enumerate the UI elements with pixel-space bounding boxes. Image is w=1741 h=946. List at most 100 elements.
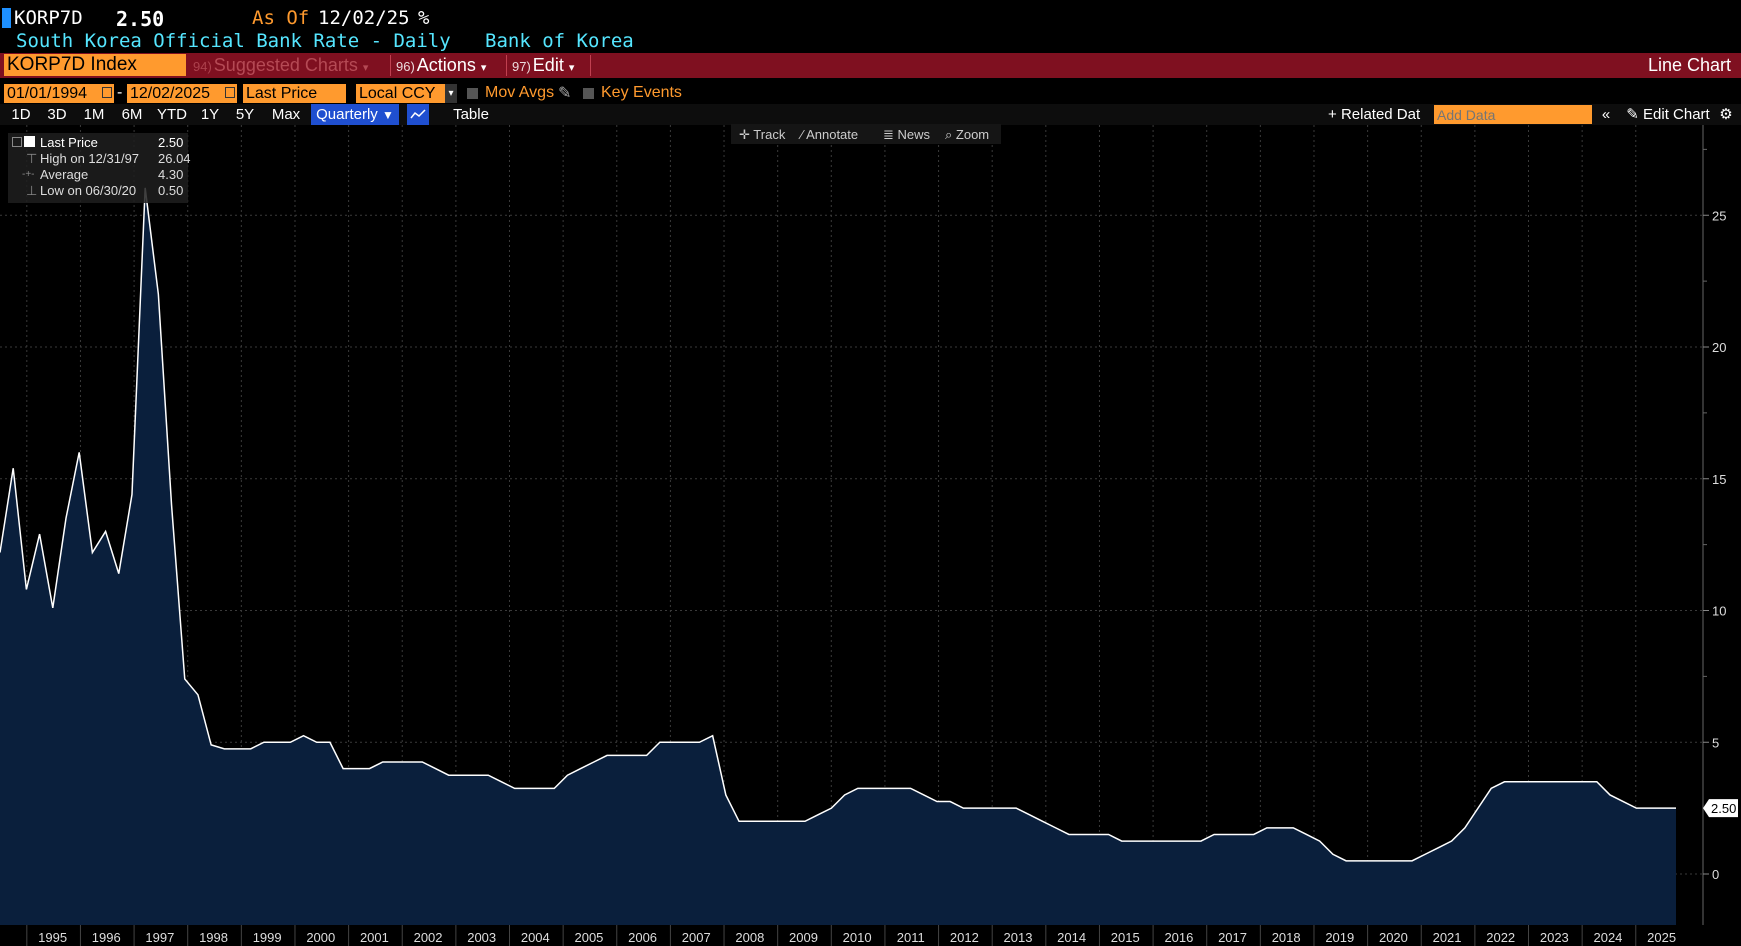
security-description: South Korea Official Bank Rate - Daily xyxy=(16,30,451,52)
news-icon: ≣ xyxy=(883,127,894,142)
actions-button[interactable]: 96) Actions ▾ xyxy=(396,55,487,75)
unit-label: % xyxy=(418,7,430,29)
x-axis: 1995 1996 1997 1998 1999 2000 2001 2002 2003 2004… xyxy=(0,925,1741,946)
divider xyxy=(590,55,591,76)
collapse-icon[interactable]: « xyxy=(1601,106,1611,123)
security-description-row: South Korea Official Bank Rate - Daily B… xyxy=(16,30,634,52)
high-marker-icon: ⊤ xyxy=(26,151,38,166)
x-tick-label: 2009 xyxy=(789,930,818,945)
edit-button[interactable]: 97) Edit ▾ xyxy=(512,55,575,75)
mov-avgs-label[interactable]: Mov Avgs xyxy=(485,84,555,101)
zoom-button[interactable]: ⌕ Zoom xyxy=(945,127,990,142)
action-bar: KORP7D Index 94) Suggested Charts ▾ 96) Ac… xyxy=(0,53,1741,78)
y-tick-label: 25 xyxy=(1712,208,1726,223)
chevron-down-icon: ▾ xyxy=(362,62,369,74)
security-marker xyxy=(2,8,11,28)
range-1y[interactable]: 1Y xyxy=(200,106,220,123)
x-tick-label: 2016 xyxy=(1164,930,1193,945)
x-tick-label: 2003 xyxy=(467,930,496,945)
range-3d[interactable]: 3D xyxy=(47,106,67,123)
calendar-icon[interactable] xyxy=(102,87,112,98)
chart-legend: Last Price 2.50 ⊤ High on 12/31/97 26.04 -+… xyxy=(8,133,191,203)
pencil-icon[interactable]: ✎ xyxy=(558,85,572,102)
y-tick-label: 0 xyxy=(1712,867,1719,882)
currency-selector[interactable]: Local CCY ▾ xyxy=(356,84,457,103)
x-tick-label: 2006 xyxy=(628,930,657,945)
range-5y[interactable]: 5Y xyxy=(235,106,255,123)
x-tick-label: 2005 xyxy=(574,930,603,945)
date-range-dash: - xyxy=(117,84,123,101)
gear-icon[interactable]: ⚙ xyxy=(1719,106,1733,123)
as-of-date: 12/02/25 xyxy=(318,7,410,29)
line-chart-icon[interactable] xyxy=(407,104,429,125)
range-6m[interactable]: 6M xyxy=(121,106,143,123)
series-swatch[interactable] xyxy=(24,136,35,147)
ticker[interactable]: KORP7D xyxy=(14,7,83,29)
pen-icon: ⁄ xyxy=(801,127,804,142)
suggested-charts-button[interactable]: 94) Suggested Charts ▾ xyxy=(193,55,369,75)
range-toolbar: 1D 3D 1M 6M YTD 1Y 5Y Max Quarterly ▼ Ta… xyxy=(0,104,1741,125)
low-marker-icon: ⊥ xyxy=(26,183,38,198)
x-tick-label: 2014 xyxy=(1057,930,1086,945)
divider xyxy=(506,55,507,76)
pencil-icon: ✎ xyxy=(1626,106,1639,123)
key-events-label[interactable]: Key Events xyxy=(601,84,682,101)
chart-tools: ✛ Track ⁄ Annotate ≣ News ⌕ Zoom xyxy=(731,124,1001,144)
related-data-button[interactable]: + Related Dat xyxy=(1328,106,1421,123)
x-tick-label: 2001 xyxy=(360,930,389,945)
x-tick-label: 2012 xyxy=(950,930,979,945)
x-tick-label: 2023 xyxy=(1540,930,1569,945)
edit-chart-button[interactable]: ✎ Edit Chart xyxy=(1626,106,1710,123)
y-axis: 0 5 10 15 20 25 2.50 xyxy=(1702,125,1738,925)
security-field[interactable]: KORP7D Index xyxy=(4,54,186,76)
crosshair-icon: ✛ xyxy=(739,127,750,142)
end-date-field[interactable]: 12/02/2025 xyxy=(127,84,237,103)
range-ytd[interactable]: YTD xyxy=(157,106,187,123)
annotate-button[interactable]: ⁄ Annotate xyxy=(801,127,859,142)
key-events-checkbox[interactable] xyxy=(583,88,594,99)
last-value-label: 2.50 xyxy=(1711,801,1736,816)
as-of-label: As Of xyxy=(252,7,310,29)
x-tick-label: 1996 xyxy=(92,930,121,945)
calendar-icon[interactable] xyxy=(225,87,235,98)
y-tick-label: 20 xyxy=(1712,340,1726,355)
news-button[interactable]: ≣ News xyxy=(883,127,931,142)
x-tick-label: 2022 xyxy=(1486,930,1515,945)
last-value-tag: 2.50 xyxy=(1703,799,1738,818)
magnifier-icon: ⌕ xyxy=(945,127,953,142)
x-tick-label: 2000 xyxy=(306,930,335,945)
x-tick-label: 2008 xyxy=(735,930,764,945)
x-tick-label: 2019 xyxy=(1325,930,1354,945)
x-tick-label: 2015 xyxy=(1111,930,1140,945)
last-value: 2.50 xyxy=(116,7,165,31)
average-marker-icon: -+- xyxy=(22,169,35,180)
security-source: Bank of Korea xyxy=(485,30,634,52)
x-tick-label: 2007 xyxy=(682,930,711,945)
x-tick-label: 2024 xyxy=(1593,930,1622,945)
x-axis-band xyxy=(0,925,1741,946)
frequency-selector[interactable]: Quarterly ▼ xyxy=(311,104,399,125)
chart-params-row: 01/01/1994 - 12/02/2025 Last Price Local… xyxy=(0,83,1741,105)
x-tick-label: 2013 xyxy=(1004,930,1033,945)
x-tick-label: 1997 xyxy=(145,930,174,945)
x-tick-label: 1995 xyxy=(38,930,67,945)
range-max[interactable]: Max xyxy=(271,106,301,123)
range-1d[interactable]: 1D xyxy=(11,106,31,123)
range-1m[interactable]: 1M xyxy=(83,106,105,123)
collapse-box-icon[interactable] xyxy=(12,137,22,147)
chevron-down-icon: ▾ xyxy=(480,62,487,74)
add-data-input[interactable] xyxy=(1434,105,1592,124)
chart-type-label[interactable]: Line Chart xyxy=(1647,55,1731,75)
security-header: KORP7D 2.50 As Of 12/02/25 % xyxy=(0,4,1741,31)
chevron-down-icon: ▾ xyxy=(445,84,457,103)
table-button[interactable]: Table xyxy=(453,106,489,123)
track-button[interactable]: ✛ Track xyxy=(739,127,786,142)
x-tick-label: 2004 xyxy=(521,930,550,945)
start-date-field[interactable]: 01/01/1994 xyxy=(4,84,114,103)
mov-avgs-checkbox[interactable] xyxy=(467,88,478,99)
x-tick-label: 1999 xyxy=(253,930,282,945)
field-selector[interactable]: Last Price xyxy=(243,84,346,103)
chevron-down-icon: ▾ xyxy=(568,62,575,74)
x-tick-label: 2010 xyxy=(843,930,872,945)
